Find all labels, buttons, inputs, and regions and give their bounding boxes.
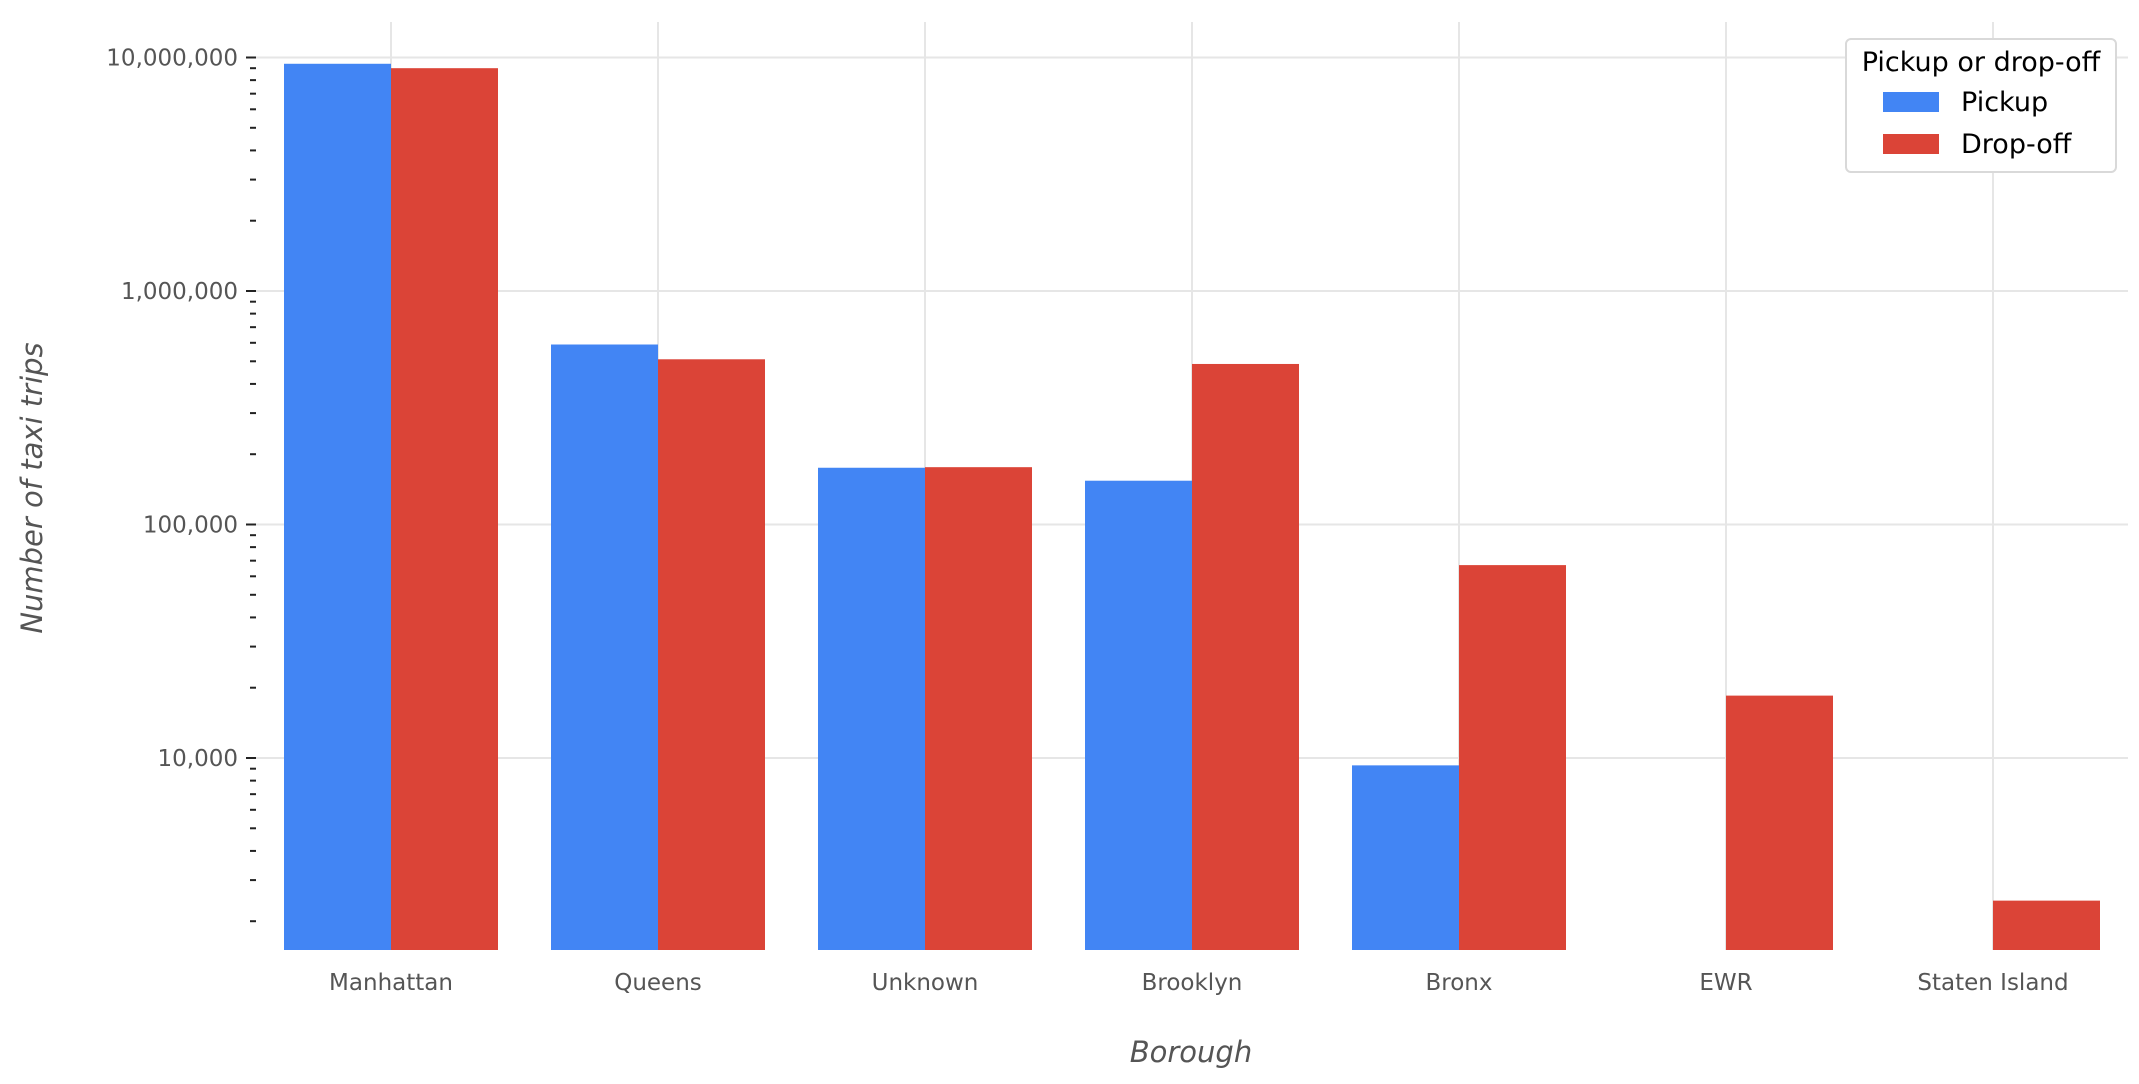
legend-swatch-dropoff [1883,134,1939,154]
bar-dropoff-bronx [1459,565,1566,950]
bar-pickup-unknown [818,467,925,950]
y-tick-label: 1,000,000 [121,279,238,305]
legend-label-dropoff: Drop-off [1961,129,2073,160]
legend-swatch-pickup [1883,92,1939,112]
x-tick-label: Bronx [1426,970,1493,996]
y-tick-label: 10,000,000 [106,46,238,72]
x-axis-title: Borough [1130,1035,1252,1069]
bar-dropoff-brooklyn [1192,363,1299,950]
y-axis-title: Number of taxi trips [15,342,49,633]
legend: Pickup or drop-off Pickup Drop-off [1845,38,2117,173]
x-tick-label: Staten Island [1917,970,2068,996]
x-tick-label: Brooklyn [1142,970,1243,996]
bar-dropoff-unknown [925,467,1032,950]
bar-pickup-brooklyn [1085,480,1192,950]
legend-label-pickup: Pickup [1961,87,2048,118]
x-tick-labels: Manhattan Queens Unknown Brooklyn Bronx EWR St… [329,970,2069,996]
bar-pickup-queens [551,344,658,950]
bar-dropoff-ewr [1726,695,1833,950]
legend-title: Pickup or drop-off [1862,47,2102,78]
bar-dropoff-manhattan [391,68,498,950]
x-tick-label: EWR [1699,970,1752,996]
bar-dropoff-queens [658,359,765,950]
x-tick-label: Manhattan [329,970,453,996]
y-tick-label: 10,000 [158,746,238,772]
bar-pickup-bronx [1352,765,1459,950]
y-tick-label: 100,000 [143,513,238,539]
x-tick-label: Unknown [872,970,979,996]
bar-dropoff-staten-island [1993,900,2100,950]
bar-pickup-manhattan [284,63,391,950]
y-minor-ticks [246,56,256,923]
y-tick-labels: 10,000 100,000 1,000,000 10,000,000 [106,46,238,773]
x-tick-label: Queens [614,970,702,996]
bars [284,63,2100,950]
